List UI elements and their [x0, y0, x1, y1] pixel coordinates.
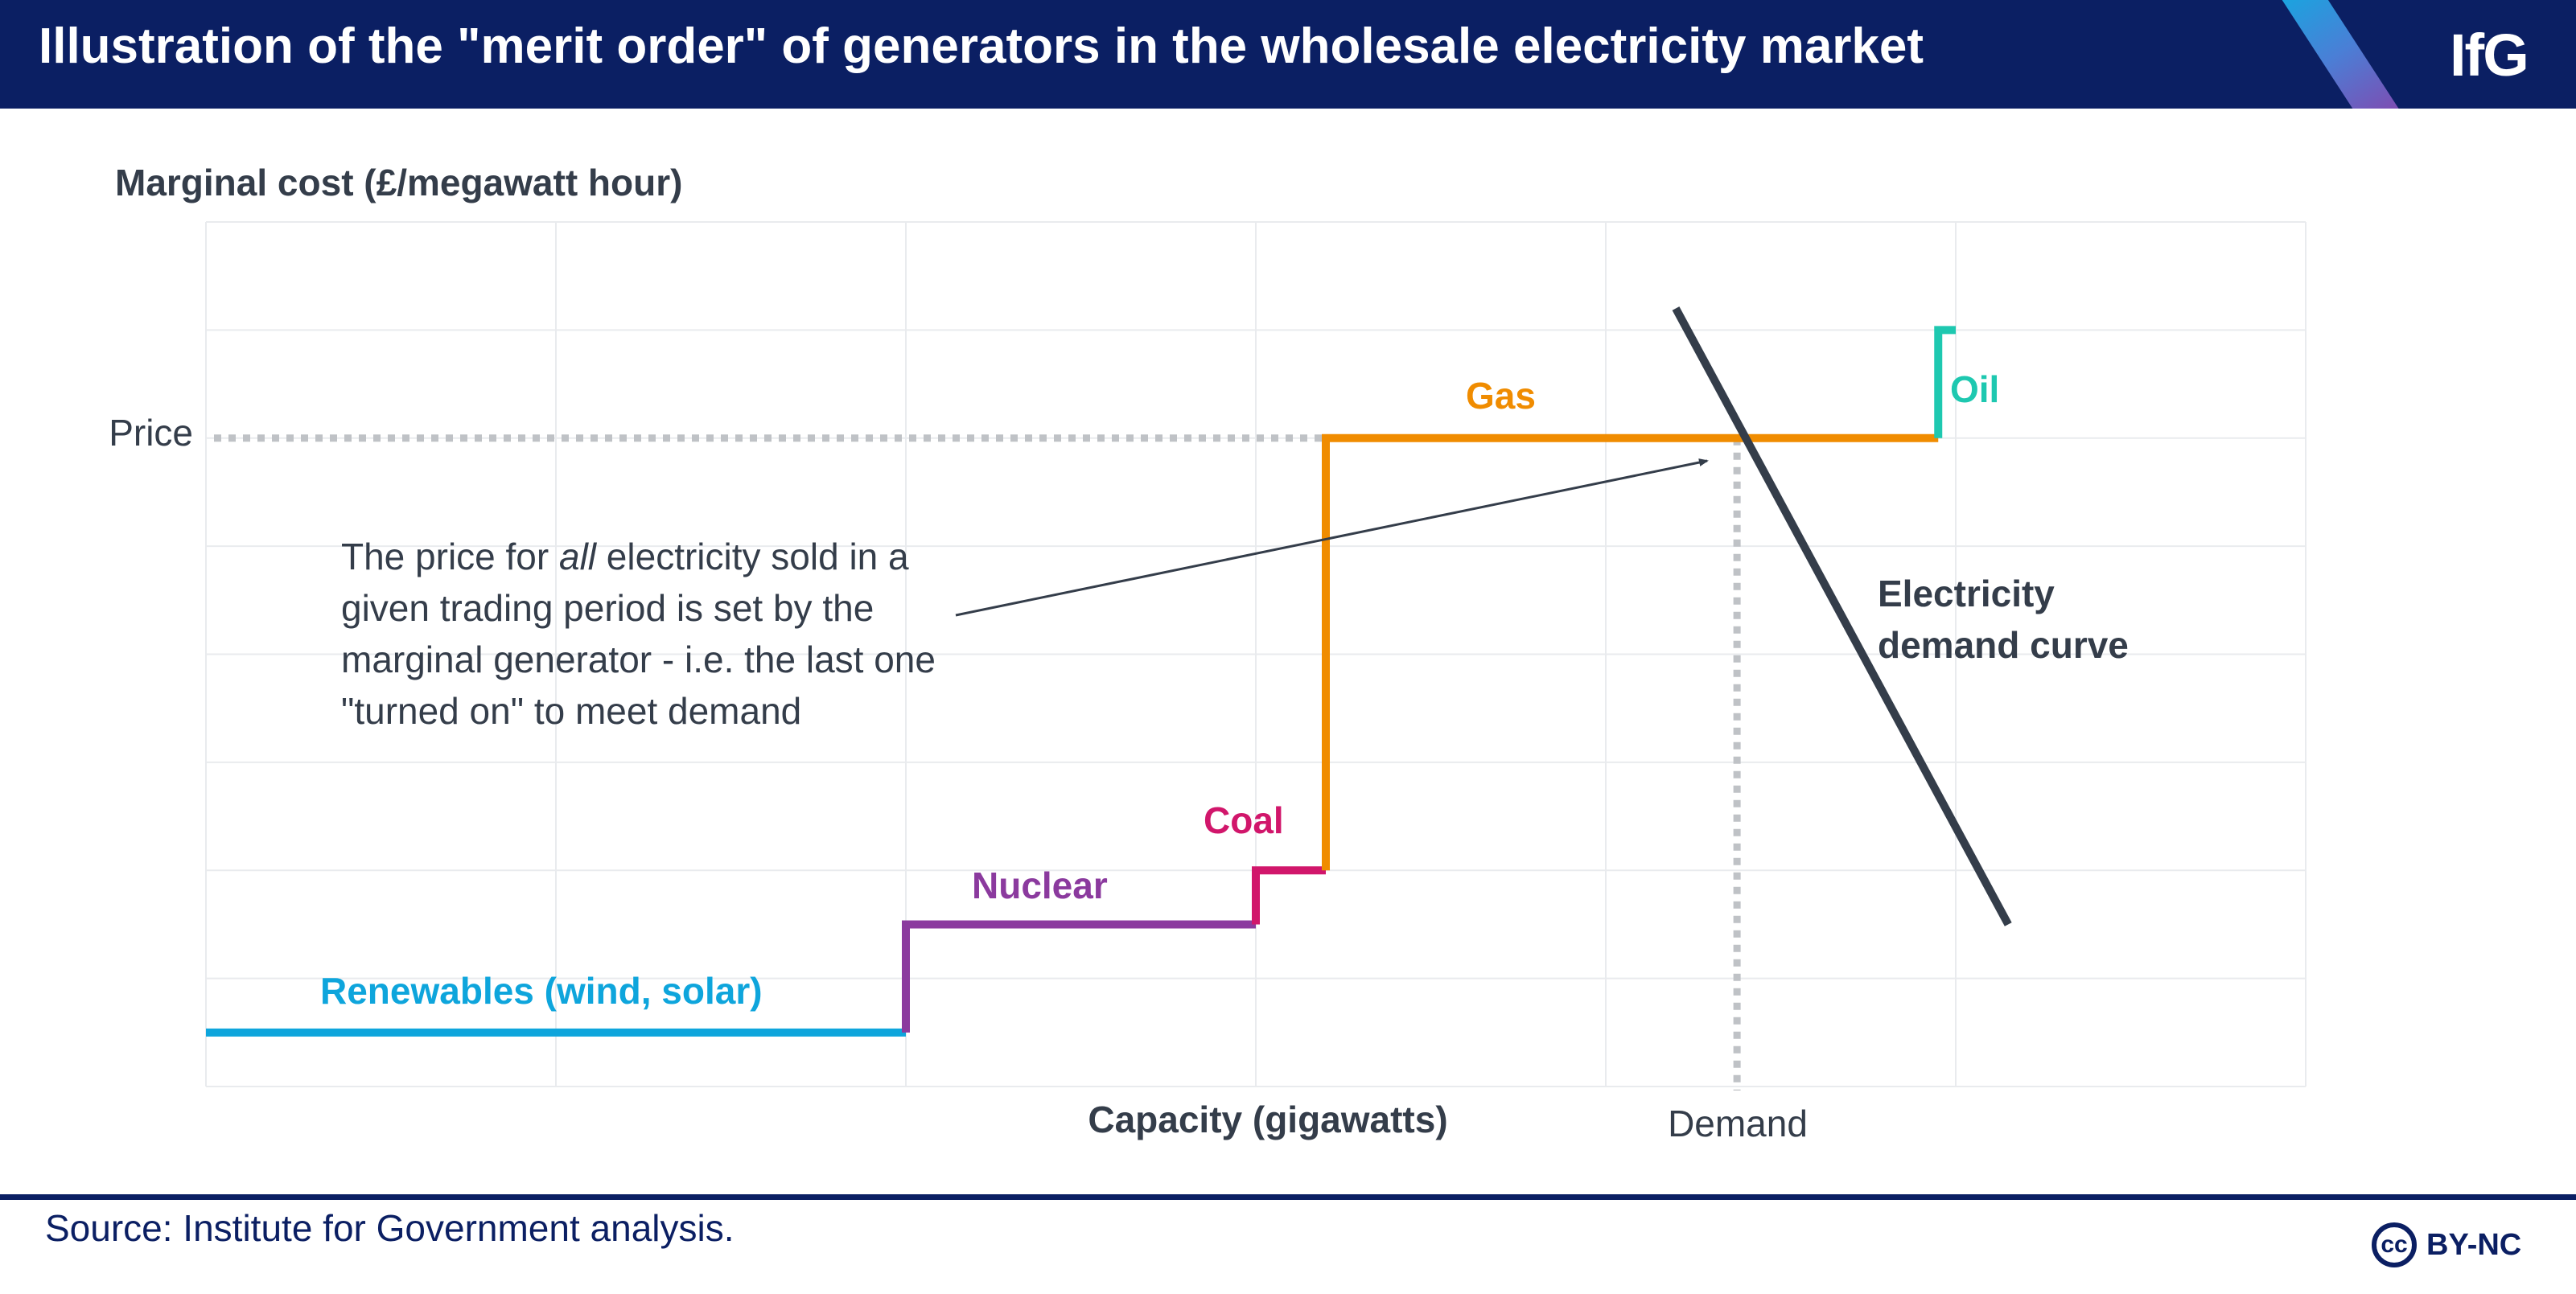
header-bar: Illustration of the "merit order" of gen… — [0, 0, 2576, 109]
coal-label: Coal — [1204, 799, 1284, 841]
ifg-logo: IfG — [2450, 22, 2529, 88]
x-axis-label: Capacity (gigawatts) — [1088, 1099, 1447, 1140]
demand-curve-label-line2: demand curve — [1878, 624, 2129, 666]
series-coal-line — [1252, 866, 1326, 925]
creative-commons-icon: cc — [2372, 1222, 2417, 1267]
annotation-text-after: electricity sold in a given trading peri… — [341, 536, 936, 732]
supply-series — [206, 326, 1956, 1037]
annotation-arrow — [955, 458, 1709, 617]
footer-divider — [0, 1194, 2576, 1200]
oil-label: Oil — [1950, 368, 1999, 410]
license-text: BY-NC — [2426, 1227, 2522, 1262]
chart-grid — [205, 221, 2306, 1087]
gas-label: Gas — [1466, 375, 1536, 417]
demand-curve-line — [1672, 306, 2012, 926]
renewables-label: Renewables (wind, solar) — [320, 970, 763, 1012]
demand-label: Demand — [1668, 1103, 1808, 1144]
nuclear-label: Nuclear — [972, 865, 1108, 906]
price-label: Price — [109, 412, 193, 454]
license-badge: cc BY-NC — [2372, 1218, 2521, 1271]
series-oil-line — [1934, 326, 1956, 438]
annotation-text-emphasis: all — [559, 536, 597, 577]
annotation-text: The price for all electricity sold in a … — [341, 531, 1001, 737]
y-axis-label: Marginal cost (£/megawatt hour) — [115, 162, 683, 203]
chart-title: Illustration of the "merit order" of gen… — [39, 18, 1924, 74]
series-nuclear-line — [902, 920, 1256, 1033]
demand-curve-label-line1: Electricity — [1878, 573, 2055, 614]
source-note: Source: Institute for Government analysi… — [45, 1207, 735, 1249]
annotation-text-before: The price for — [341, 536, 559, 577]
series-gas-line — [1322, 433, 1939, 871]
